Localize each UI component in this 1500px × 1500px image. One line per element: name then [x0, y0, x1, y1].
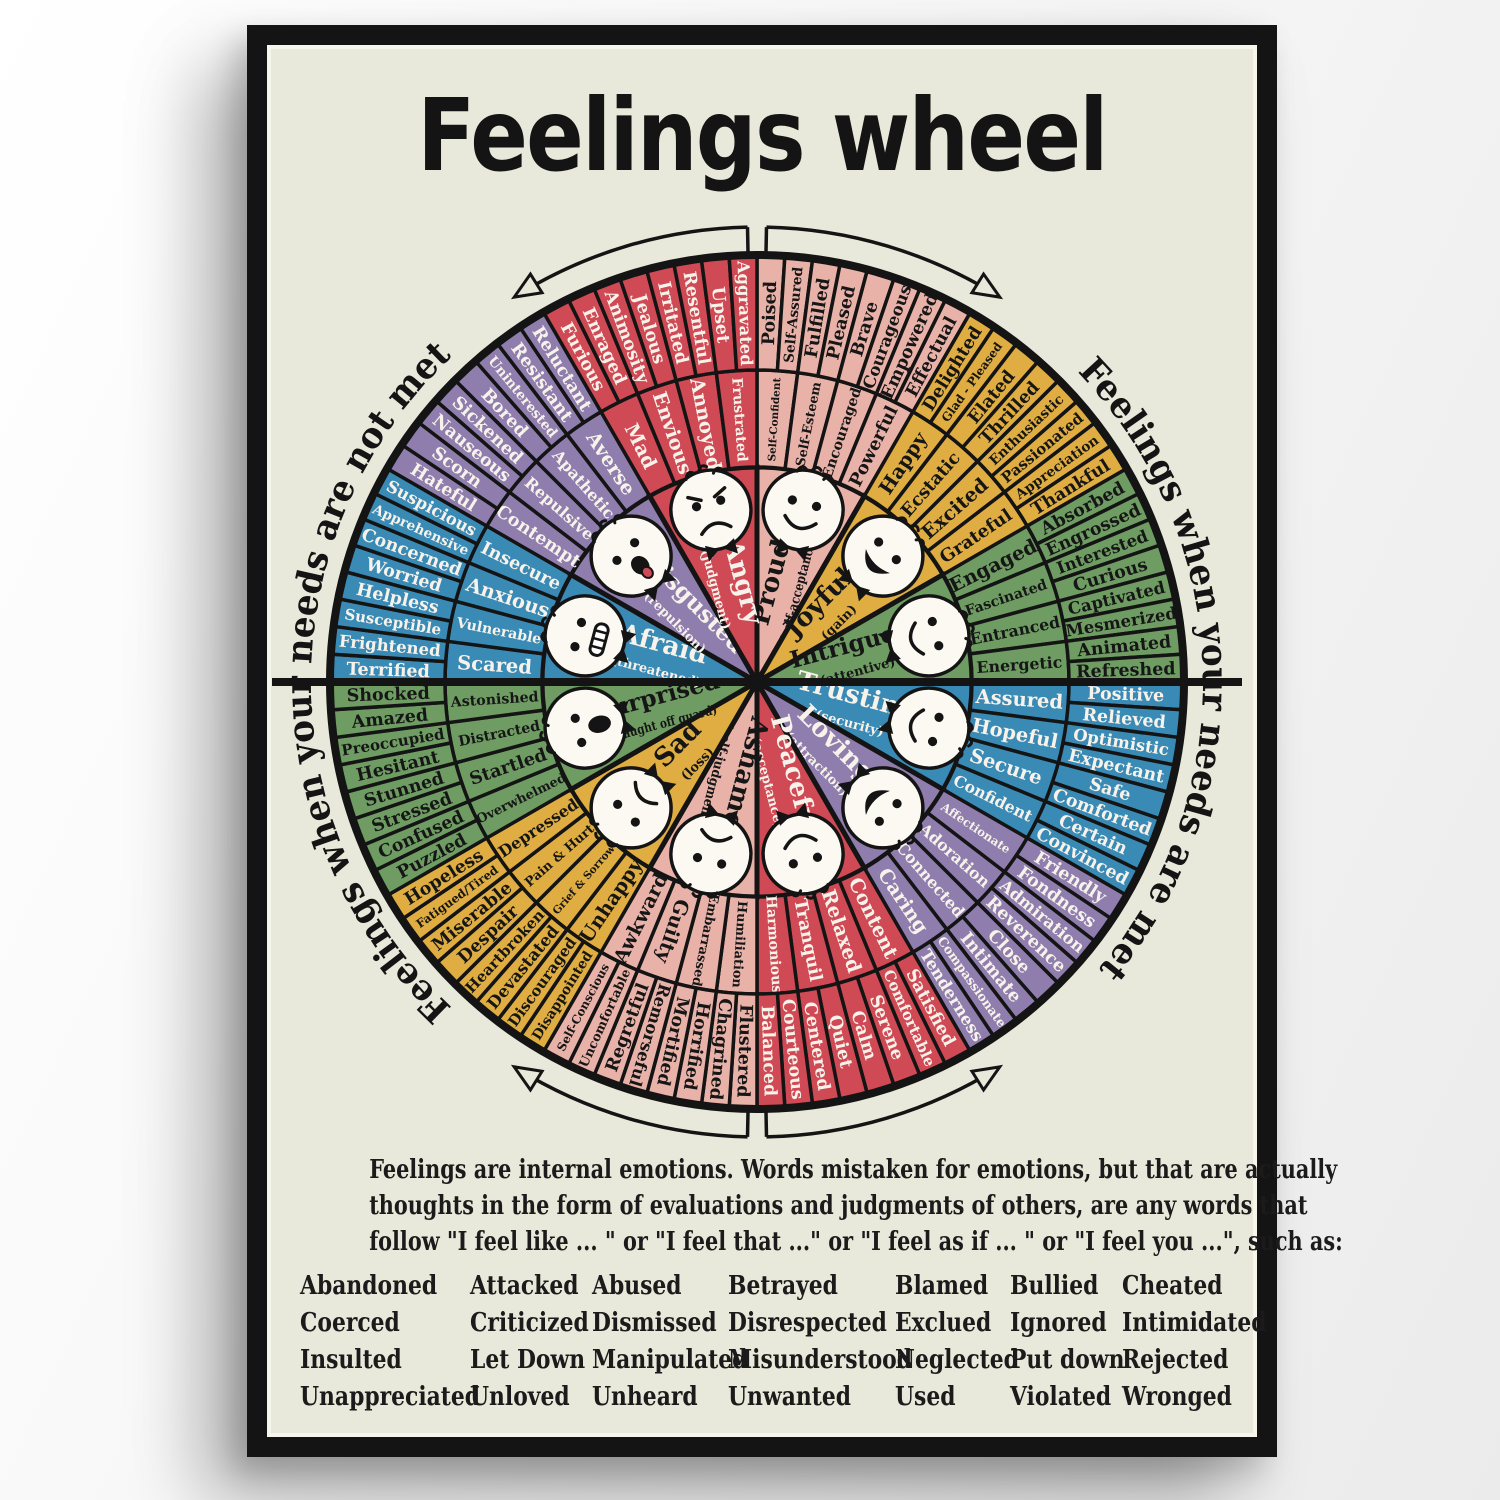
face-icon [539, 686, 637, 770]
grid-word: Intimidated [1122, 1308, 1267, 1338]
grid-word: Criticized [470, 1308, 589, 1338]
poster-title: Feelings wheel [417, 77, 1108, 194]
grid-word: Unwanted [728, 1382, 852, 1412]
wheel-middle-word: Humiliation [729, 900, 750, 988]
face-icon [589, 762, 677, 850]
footer-paragraph: Feelings are internal emotions. Words mi… [271, 1153, 1343, 1261]
grid-word: Unloved [470, 1382, 570, 1412]
wheel-outer-word: Balanced [757, 1005, 780, 1096]
footer-word-grid: Abandoned Attacked Abused Betrayed Blamed Bul… [300, 1271, 1267, 1412]
grid-word: Put down [1010, 1345, 1125, 1375]
grid-word: Used [895, 1382, 956, 1412]
grid-word: Abandoned [300, 1271, 438, 1301]
paragraph-line: Feelings are internal emotions. Words mi… [369, 1155, 1338, 1185]
face-icon [877, 686, 974, 770]
rotation-arrow-icon [510, 1064, 750, 1139]
grid-word: Wronged [1122, 1382, 1232, 1412]
grid-word: Insulted [300, 1345, 402, 1375]
paragraph-line: thoughts in the form of evaluations and … [369, 1190, 1308, 1221]
poster: Feelings wheel Self-Confident Self-Esteem… [267, 45, 1343, 1437]
wheel-segment-disgusted: ContemptRepulsiveApatheticAverseHatefulS… [384, 309, 764, 689]
paragraph-line: follow "I feel like ... " or "I feel tha… [369, 1226, 1343, 1257]
grid-word: Violated [1010, 1382, 1112, 1412]
wheel-middle-word: Frustrated [728, 377, 749, 462]
wheel-middle-word: Astonished [449, 689, 539, 711]
wheel-outer-word: Aggravated [734, 259, 757, 366]
grid-word: Coerced [300, 1308, 400, 1338]
grid-word: Exclued [895, 1308, 992, 1338]
face-icon [837, 514, 925, 602]
face-icon [540, 594, 637, 678]
face-icon [589, 514, 677, 602]
grid-word: Cheated [1122, 1271, 1223, 1301]
grid-word: Unheard [592, 1382, 698, 1412]
wheel-middle-word: Scared [456, 651, 533, 679]
grid-word: Neglected [895, 1345, 1019, 1375]
wheel-rim [326, 251, 1188, 1113]
grid-word: Disrespected [728, 1308, 887, 1338]
wheel-outer-word: Shocked [346, 684, 430, 707]
wheel-outer-word: Poised [759, 281, 781, 346]
grid-word: Dismissed [592, 1308, 717, 1338]
grid-word: Ignored [1010, 1308, 1107, 1338]
wheel-segment-trusting: AssuredHopefulSecureConfidentPositiveRel… [747, 666, 1186, 898]
face-icon [669, 802, 753, 899]
grid-word: Betrayed [728, 1271, 838, 1301]
rotation-arrow-icon [510, 225, 750, 300]
wheel-outer-word: Refreshed [1076, 659, 1176, 682]
wheel-middle-word: Harmonious [762, 895, 784, 994]
wheel-outer-word: Positive [1087, 684, 1165, 707]
face-icon [837, 762, 925, 850]
grid-word: Rejected [1122, 1345, 1229, 1375]
grid-word: Attacked [470, 1271, 579, 1301]
wheel-outer-word: Flustered [732, 1004, 755, 1098]
grid-word: Manipulated [592, 1345, 748, 1375]
grid-word: Misunderstood [728, 1345, 912, 1375]
grid-word: Bullied [1010, 1271, 1099, 1301]
wheel-segment-peaceful: ContentRelaxedTranquilHarmoniousSatisfie… [748, 672, 973, 1111]
grid-word: Unappreciated [300, 1382, 481, 1412]
feelings-wheel-diagram: Self-Confident Self-EsteemEncouragedPower… [272, 225, 1242, 1139]
rotation-arrow-icon [764, 1064, 1004, 1139]
face-icon [761, 802, 845, 900]
face-icon [761, 465, 845, 562]
face-icon [669, 464, 753, 562]
face-icon [877, 594, 975, 678]
grid-word: Abused [592, 1271, 682, 1301]
wheel-middle-word: Self-Confident [766, 377, 783, 462]
poster-frame: Feelings wheel Self-Confident Self-Esteem… [247, 25, 1343, 1457]
rotation-arrow-icon [764, 225, 1004, 300]
grid-word: Let Down [470, 1345, 586, 1375]
grid-word: Blamed [895, 1271, 989, 1301]
wheel-outer-word: Terrified [346, 659, 430, 682]
